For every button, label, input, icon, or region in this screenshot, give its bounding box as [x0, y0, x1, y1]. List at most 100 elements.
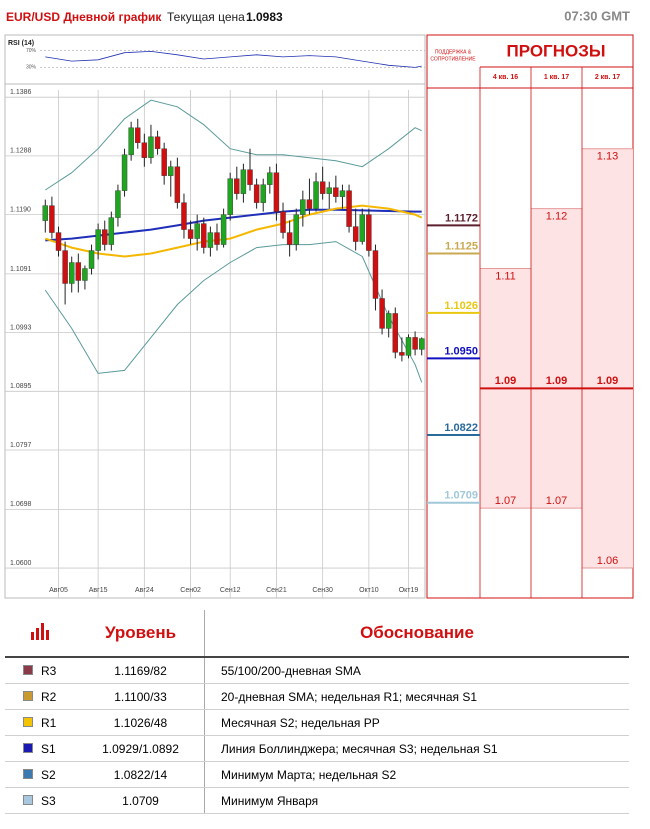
candle-body [128, 127, 134, 155]
rsi-tick-label: 70% [26, 48, 37, 54]
candle-body [42, 205, 49, 221]
table-row: R2 1.1100/33 20-дневная SMA; недельная R1;… [5, 683, 629, 710]
candle-body [372, 250, 379, 299]
indicator-line [45, 99, 422, 191]
forecast-mid-label: 1.09 [597, 375, 618, 387]
row-reason: 55/100/200-дневная SMA [204, 657, 629, 684]
indicator-line [44, 204, 423, 258]
chart: EUR/USD Дневной график Текущая цена 1.09… [4, 8, 634, 599]
forecast-high-label: 1.11 [495, 270, 516, 282]
row-name: S2 [41, 767, 56, 782]
candle-body [82, 268, 88, 281]
y-tick-label: 1.0797 [10, 442, 32, 449]
color-swatch [23, 768, 33, 779]
candle-body [69, 262, 75, 284]
forecast-mid-label: 1.09 [546, 375, 567, 387]
rsi-line [45, 50, 422, 68]
forecast-title: ПРОГНОЗЫ [507, 41, 606, 60]
level-label: 1.1026 [444, 300, 478, 312]
candle-body [247, 169, 253, 185]
candle-body [201, 223, 207, 248]
x-tick-label: Сен12 [220, 587, 241, 594]
row-name-cell: S2 [5, 761, 77, 788]
price: 1.0983 [246, 10, 283, 24]
row-name-cell: R2 [5, 683, 77, 710]
candle-body [55, 232, 62, 251]
x-tick-label: Сен21 [266, 587, 287, 594]
candle-body [352, 226, 359, 242]
forecast-range [582, 148, 633, 569]
forecast-range [531, 208, 582, 509]
candle-body [102, 229, 108, 245]
level-label: 1.0950 [444, 345, 478, 357]
table-row: S2 1.0822/14 Минимум Марта; недельная S2 [5, 761, 629, 788]
forecast-column: 1 кв. 17 [544, 74, 569, 81]
header-reason: Обоснование [204, 610, 629, 658]
candle-body [260, 184, 266, 203]
candle-body [339, 190, 346, 197]
candle-body [135, 127, 141, 143]
candle-body [319, 181, 326, 194]
rsi-title: RSI (14) [8, 40, 34, 47]
row-name-cell: S3 [5, 787, 77, 814]
candle-body [293, 214, 299, 245]
candle-body [333, 187, 339, 197]
row-name: R1 [41, 715, 57, 730]
chart-title: EUR/USD Дневной график [6, 10, 162, 24]
candle-body [418, 338, 425, 350]
x-tick-label: Авг24 [135, 587, 154, 594]
row-name-cell: R1 [5, 709, 77, 736]
color-swatch [23, 664, 33, 675]
y-tick-label: 1.0698 [10, 501, 32, 508]
row-level: 1.0822/14 [77, 761, 205, 788]
color-swatch [23, 794, 33, 805]
x-tick-label: Сен30 [312, 587, 333, 594]
candle-body [399, 352, 405, 356]
candle-body [253, 184, 260, 203]
candle-body [141, 142, 148, 158]
level-label: 1.0822 [444, 422, 478, 434]
candle-body [385, 313, 392, 329]
candle-body [306, 199, 313, 209]
table-row: S3 1.0709 Минимум Января [5, 787, 629, 814]
forecast-mid-label: 1.09 [495, 375, 516, 387]
y-tick-label: 1.1386 [10, 89, 32, 96]
x-tick-label: Окт10 [359, 587, 379, 594]
forecast-column: 2 кв. 17 [595, 74, 620, 81]
table-row: R3 1.1169/82 55/100/200-дневная SMA [5, 657, 629, 684]
candle-body [214, 232, 220, 245]
row-reason: Линия Боллинджера; месячная S3; недельна… [204, 735, 629, 762]
candle-body [267, 172, 273, 185]
table-body: R3 1.1169/82 55/100/200-дневная SMA R2 1.110… [5, 657, 629, 814]
row-level: 1.1169/82 [77, 657, 205, 684]
forecast-column: 4 кв. 16 [493, 74, 518, 81]
candle-body [220, 214, 227, 245]
candle-body [366, 214, 372, 251]
candle-body [187, 229, 194, 239]
icon [31, 622, 49, 640]
color-swatch [23, 742, 33, 753]
candle-body [168, 166, 174, 176]
candle-body [95, 229, 101, 251]
icon-cell [5, 610, 77, 658]
y-tick-label: 1.1190 [10, 206, 31, 213]
candle-body [62, 250, 68, 284]
x-tick-label: Сен02 [180, 587, 201, 594]
candle-body [121, 154, 128, 191]
row-name-cell: S1 [5, 735, 77, 762]
candle-body [227, 178, 233, 215]
row-name: S1 [41, 741, 56, 756]
candle-body [326, 187, 332, 194]
table-row: R1 1.1026/48 Месячная S2; недельная PP [5, 709, 629, 736]
table-header: Уровень Обоснование [5, 610, 629, 658]
candle-body [174, 166, 181, 203]
candle-body [207, 232, 214, 248]
x-tick-label: Авг05 [49, 587, 68, 594]
candle-body [273, 172, 280, 212]
candle-body [49, 205, 55, 233]
levels-table: Уровень Обоснование R3 1.1169/82 55/100/20… [5, 610, 629, 814]
level-label: 1.1172 [445, 212, 478, 224]
candle-body [300, 199, 306, 215]
level-label: 1.0709 [444, 490, 478, 502]
